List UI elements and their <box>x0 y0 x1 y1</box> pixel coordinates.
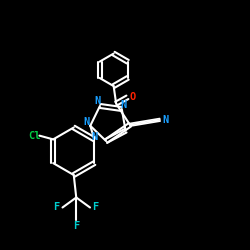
Text: N: N <box>84 117 90 127</box>
Text: Cl: Cl <box>28 130 41 140</box>
Text: N: N <box>95 96 101 106</box>
Text: O: O <box>129 92 136 102</box>
Text: N: N <box>91 132 98 142</box>
Text: F: F <box>53 202 60 212</box>
Text: N: N <box>162 115 168 125</box>
Text: N: N <box>120 100 126 110</box>
Text: F: F <box>73 221 80 231</box>
Text: F: F <box>92 202 98 212</box>
